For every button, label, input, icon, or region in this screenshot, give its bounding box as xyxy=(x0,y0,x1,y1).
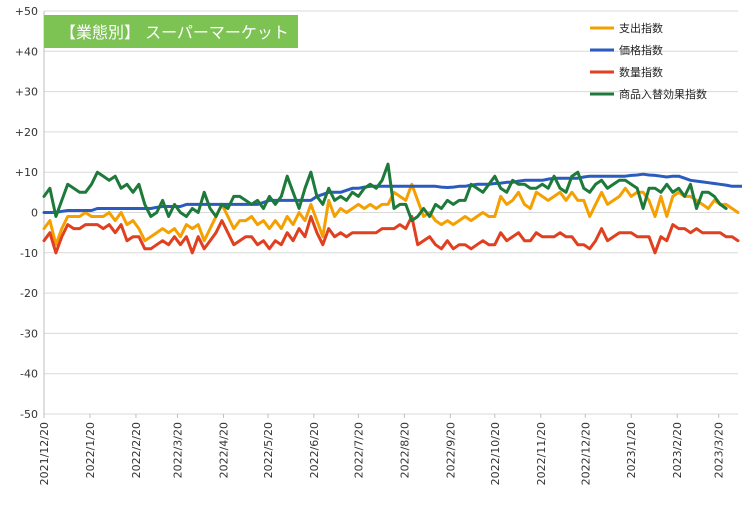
legend-label: 支出指数 xyxy=(619,21,663,35)
y-tick-label: -20 xyxy=(20,287,38,300)
x-tick-label: 2022/2/20 xyxy=(130,422,143,478)
y-tick-label: 0 xyxy=(31,207,38,220)
x-tick-label: 2022/12/20 xyxy=(579,422,592,485)
y-tick-label: +30 xyxy=(15,86,38,99)
axes: -50 -40 -30 -20 -10 0 +10 +20 +30 +40 +50 2021/12/2… xyxy=(15,5,726,485)
x-tick-label: 2022/5/20 xyxy=(262,422,275,478)
chart-title-box: 【業態別】 スーパーマーケット xyxy=(44,15,298,48)
x-tick-label: 2022/6/20 xyxy=(308,422,321,478)
series-lines xyxy=(42,162,742,255)
x-tick-label: 2022/4/20 xyxy=(217,422,230,478)
x-tick-label: 2022/3/20 xyxy=(171,422,184,478)
y-tick-label: +10 xyxy=(15,166,38,179)
series-line xyxy=(42,162,728,223)
y-tick-label: +40 xyxy=(15,45,38,58)
x-tick-label: 2022/8/20 xyxy=(398,422,411,478)
legend-label: 数量指数 xyxy=(619,65,663,79)
x-tick-label: 2023/1/20 xyxy=(625,422,638,478)
x-tick-label: 2023/3/20 xyxy=(713,422,726,478)
chart-title-background xyxy=(44,15,298,48)
legend-label: 価格指数 xyxy=(619,43,663,57)
y-tick-label: +20 xyxy=(15,126,38,139)
y-tick-label: -30 xyxy=(20,327,38,340)
y-tick-label: +50 xyxy=(15,5,38,18)
x-tick-label: 2022/11/20 xyxy=(535,422,548,485)
y-tick-label: -40 xyxy=(20,368,38,381)
legend-label: 商品入替効果指数 xyxy=(619,87,707,101)
x-tick-label: 2022/10/20 xyxy=(489,422,502,485)
gridlines xyxy=(44,10,738,415)
x-tick-label: 2022/7/20 xyxy=(352,422,365,478)
x-tick-label: 2022/1/20 xyxy=(84,422,97,478)
chart-title: 【業態別】 スーパーマーケット xyxy=(60,23,289,42)
series-line xyxy=(42,182,740,247)
x-tick-label: 2023/2/20 xyxy=(671,422,684,478)
x-tick-label: 2022/9/20 xyxy=(444,422,457,478)
series-line xyxy=(42,215,740,255)
x-tick-label: 2021/12/20 xyxy=(38,422,51,485)
y-tick-label: -50 xyxy=(20,408,38,421)
y-tick-label: -10 xyxy=(20,247,38,260)
